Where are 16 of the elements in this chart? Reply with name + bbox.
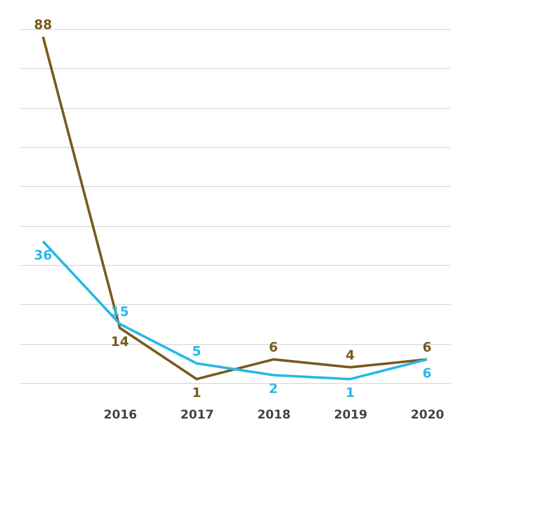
x-tick-label: 2020 [410, 408, 444, 422]
data-label: 36 [34, 248, 52, 264]
data-label: 1 [346, 386, 355, 402]
data-label: 1 [192, 386, 202, 402]
data-label: 6 [422, 366, 432, 382]
data-label: 6 [268, 340, 278, 356]
data-label: 4 [346, 348, 355, 364]
x-tick-label: 2017 [180, 408, 214, 422]
x-tick-label: 2018 [257, 408, 291, 422]
data-label: 14 [110, 334, 129, 350]
data-label: 5 [192, 344, 202, 360]
x-tick-label: 2016 [104, 408, 138, 422]
data-label: 88 [34, 18, 52, 33]
data-label: 6 [422, 340, 432, 356]
data-label: 2 [268, 382, 278, 398]
x-tick-label: 2019 [334, 408, 368, 422]
